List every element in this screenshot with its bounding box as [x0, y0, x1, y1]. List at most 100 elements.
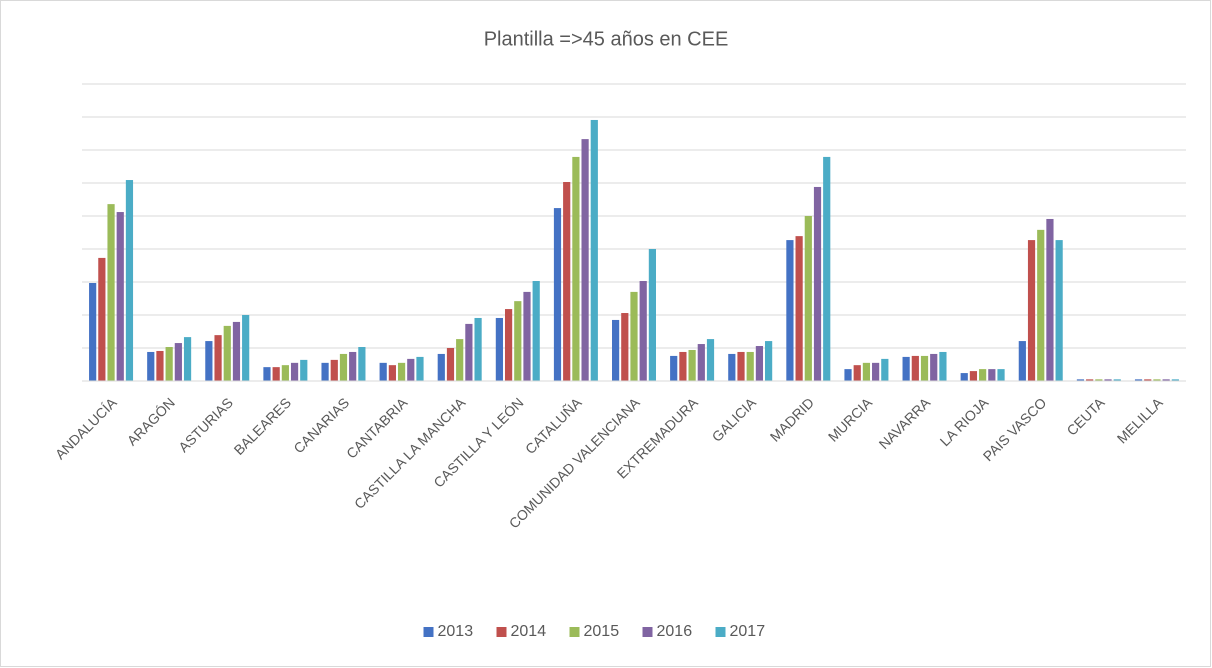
- legend-label: 2013: [438, 623, 474, 640]
- bar: [232, 321, 241, 381]
- bar: [853, 365, 861, 381]
- bar: [823, 156, 831, 381]
- bar: [630, 291, 638, 381]
- legend-label: 2016: [657, 623, 693, 640]
- bar: [205, 341, 213, 381]
- bar: [349, 351, 357, 381]
- bar: [902, 356, 910, 381]
- bar: [290, 362, 299, 381]
- legend-label: 2017: [730, 623, 766, 640]
- bar: [1104, 379, 1112, 381]
- legend-swatch: [642, 627, 653, 637]
- bar: [339, 353, 348, 381]
- bar: [911, 355, 919, 381]
- legend-label: 2014: [511, 623, 547, 640]
- bar: [997, 369, 1005, 381]
- bar: [706, 339, 715, 381]
- bar: [1086, 379, 1094, 381]
- bar: [125, 180, 134, 381]
- bar: [1162, 379, 1170, 381]
- bar: [844, 369, 852, 381]
- bar: [795, 236, 803, 381]
- bar: [765, 341, 773, 381]
- bar: [504, 309, 513, 381]
- bar: [174, 343, 182, 381]
- bar: [456, 339, 464, 381]
- bar: [388, 365, 396, 381]
- bar: [639, 281, 647, 381]
- bar: [939, 351, 947, 381]
- bar: [437, 353, 445, 381]
- bar: [263, 367, 271, 381]
- legend-swatch: [423, 627, 434, 637]
- bar: [988, 369, 996, 381]
- legend-swatch: [496, 627, 507, 637]
- bar: [786, 240, 794, 381]
- bar: [98, 257, 106, 381]
- bar: [214, 335, 222, 381]
- bar: [872, 362, 880, 381]
- bar: [107, 204, 115, 381]
- bar: [272, 367, 280, 381]
- bar: [147, 351, 155, 381]
- legend-swatch: [569, 627, 580, 637]
- bar: [300, 359, 308, 381]
- bar: [1153, 379, 1161, 381]
- bar: [804, 216, 812, 381]
- bar: [1027, 240, 1036, 381]
- bar: [183, 337, 192, 381]
- bar: [813, 186, 822, 381]
- bar: [1076, 379, 1085, 381]
- bar: [523, 291, 531, 381]
- bar: [358, 347, 366, 381]
- bar: [465, 323, 473, 381]
- bar: [697, 344, 705, 381]
- bar: [621, 313, 629, 381]
- bar: [1046, 218, 1054, 381]
- bar: [446, 348, 455, 381]
- bar: [960, 373, 968, 381]
- bar: [746, 351, 754, 381]
- bar: [1171, 379, 1179, 381]
- bar: [728, 353, 736, 381]
- bar: [281, 365, 289, 381]
- bar: [514, 301, 522, 381]
- bar: [648, 249, 656, 381]
- bar: [670, 355, 678, 381]
- bar: [1095, 379, 1103, 381]
- legend-swatch: [715, 627, 726, 637]
- bar: [416, 356, 424, 381]
- legend-label: 2015: [584, 623, 620, 640]
- bar: [379, 362, 387, 381]
- bar: [563, 182, 571, 381]
- bar: [242, 315, 250, 381]
- bar: [930, 353, 938, 381]
- bar: [165, 347, 173, 381]
- bar: [223, 325, 231, 381]
- bar: [572, 156, 580, 381]
- bar: [407, 358, 415, 381]
- bar: [1134, 379, 1143, 381]
- bar: [116, 212, 124, 381]
- bar: [330, 359, 338, 381]
- bar: [1144, 379, 1152, 381]
- bar: [1113, 379, 1121, 381]
- bar: [737, 351, 745, 381]
- bar: [397, 362, 406, 381]
- bar: [862, 362, 871, 381]
- bar: [679, 351, 687, 381]
- bar: [321, 362, 329, 381]
- bar: [1037, 229, 1045, 381]
- bar: [532, 281, 540, 381]
- bar: [755, 346, 764, 381]
- bar: [474, 317, 482, 381]
- bar: [881, 358, 889, 381]
- bar: [1055, 240, 1063, 381]
- bar: [590, 119, 598, 381]
- bar: [89, 282, 97, 381]
- bar: [920, 355, 929, 381]
- bar: [969, 371, 978, 381]
- bar: [581, 139, 589, 381]
